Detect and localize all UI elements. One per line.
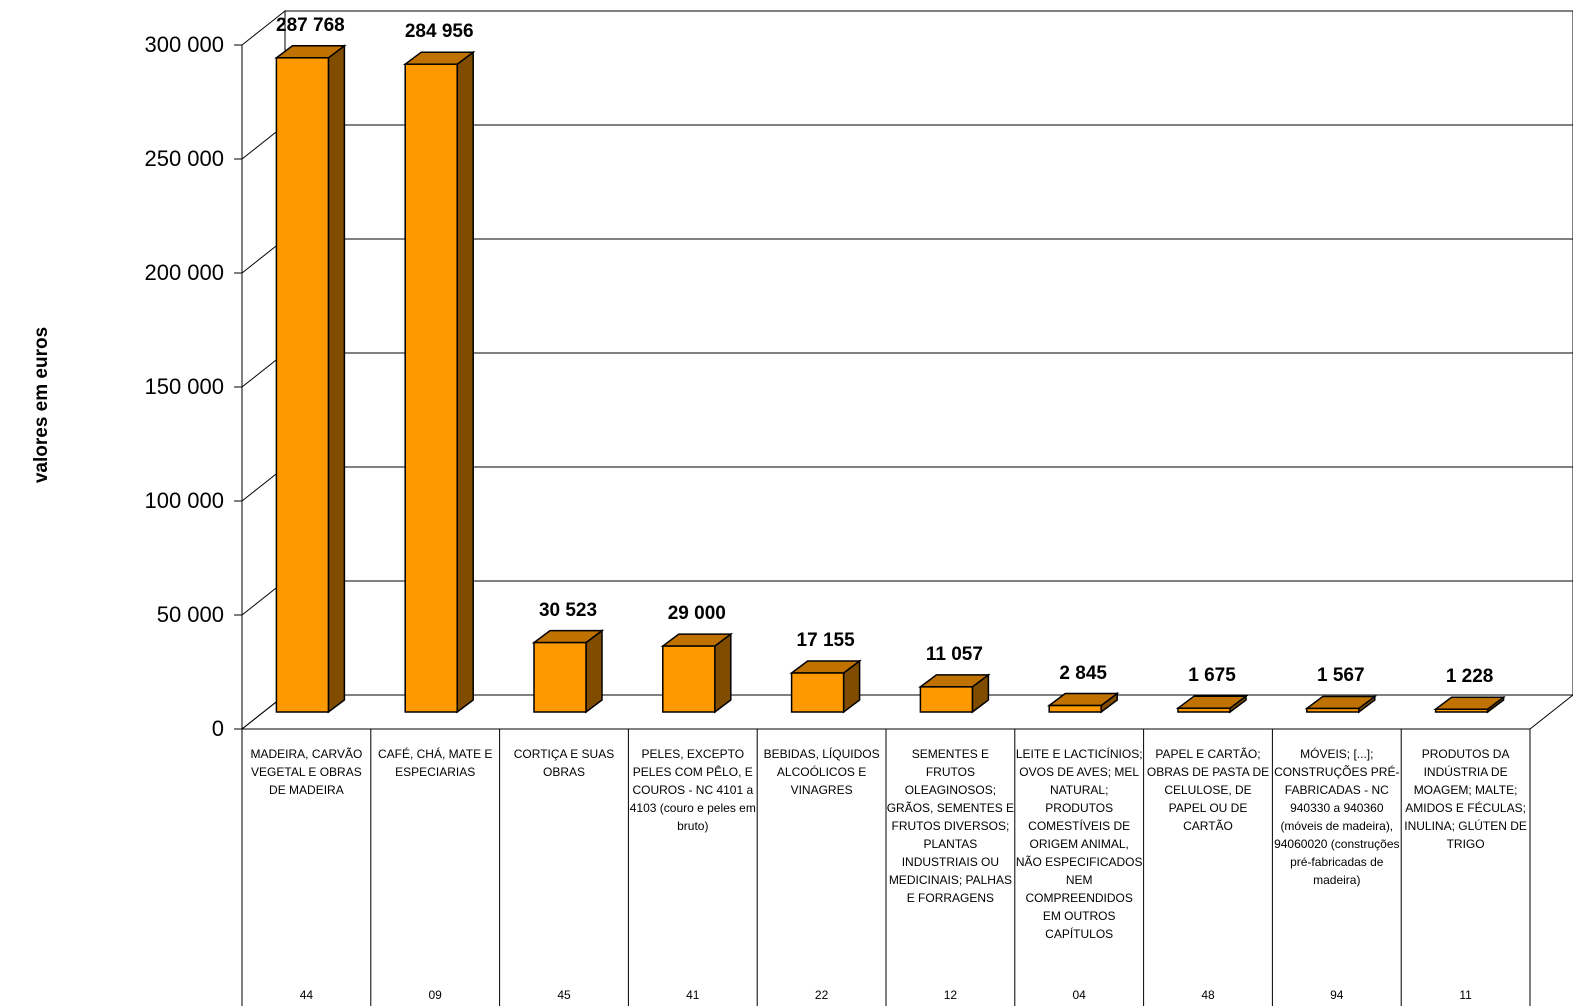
bar-side [715,634,731,712]
bar-front [534,643,586,712]
y-tick-label: 100 000 [100,490,224,512]
bar [1178,696,1246,712]
bar-side [586,631,602,712]
category-name: PELES, EXCEPTO PELES COM PÊLO, E COUROS … [629,745,757,835]
category-code: 45 [500,988,628,1002]
value-label: 1 675 [1142,666,1282,686]
bar-side [457,52,473,712]
category-code: 94 [1273,988,1401,1002]
value-label: 2 845 [1013,664,1153,684]
category-name: CORTIÇA E SUAS OBRAS [500,745,628,781]
bar-front [1178,708,1230,712]
category-code: 04 [1015,988,1143,1002]
bar-front [276,58,328,712]
category-code: 11 [1402,988,1530,1002]
bar [534,631,602,712]
category-name: BEBIDAS, LÍQUIDOS ALCOÓLICOS E VINAGRES [758,745,886,799]
category-name: SEMENTES E FRUTOS OLEAGINOSOS; GRÃOS, SE… [886,745,1014,907]
category-code: 48 [1144,988,1272,1002]
y-axis-label: valores em euros [27,375,57,435]
value-label: 1 567 [1271,666,1411,686]
category-code: 22 [758,988,886,1002]
y-tick-marks [234,45,242,729]
y-tick-label: 250 000 [100,148,224,170]
y-tick-label: 300 000 [100,34,224,56]
value-label: 29 000 [627,604,767,624]
category-code: 41 [629,988,757,1002]
bar [792,661,860,712]
bar-front [792,673,844,712]
category-code: 12 [886,988,1014,1002]
category-code: 44 [242,988,370,1002]
bar [1307,696,1375,712]
bar-front [920,687,972,712]
category-name: CAFÉ, CHÁ, MATE E ESPECIARIAS [371,745,499,781]
value-label: 284 956 [369,22,509,42]
category-name: MADEIRA, CARVÃO VEGETAL E OBRAS DE MADEI… [242,745,370,799]
y-tick-label: 0 [100,718,224,740]
y-tick-label: 200 000 [100,262,224,284]
y-tick-label: 50 000 [100,604,224,626]
category-name: LEITE E LACTICÍNIOS; OVOS DE AVES; MEL N… [1015,745,1143,943]
bar [1049,694,1117,712]
bar [276,46,344,712]
category-name: PRODUTOS DA INDÚSTRIA DE MOAGEM; MALTE; … [1402,745,1530,853]
bar [405,52,473,712]
value-label: 17 155 [756,631,896,651]
bar-front [1436,709,1488,712]
category-name: MÓVEIS; [...]; CONSTRUÇÕES PRÉ-FABRICADA… [1273,745,1401,889]
value-label: 30 523 [498,601,638,621]
bar-front [1049,706,1101,712]
bar-front [1307,708,1359,712]
bar [1436,697,1504,712]
category-code: 09 [371,988,499,1002]
bar [663,634,731,712]
value-label: 287 768 [240,16,380,36]
category-name: PAPEL E CARTÃO; OBRAS DE PASTA DE CELULO… [1144,745,1272,835]
bar-front [663,646,715,712]
value-label: 1 228 [1400,667,1540,687]
bar-side [328,46,344,712]
y-tick-label: 150 000 [100,376,224,398]
value-label: 11 057 [884,645,1024,665]
bars [276,46,1503,712]
bar [920,675,988,712]
bar-front [405,64,457,712]
